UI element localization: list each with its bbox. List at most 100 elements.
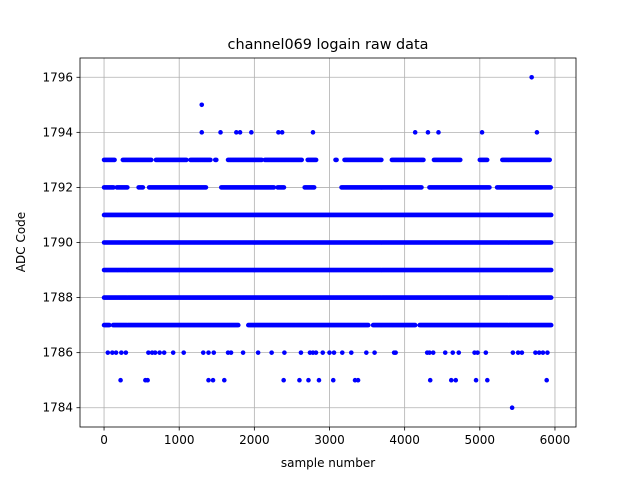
data-point bbox=[349, 350, 354, 355]
data-point bbox=[548, 267, 554, 273]
data-point bbox=[269, 350, 274, 355]
data-point bbox=[533, 350, 538, 355]
data-point bbox=[297, 377, 302, 383]
data-point bbox=[237, 130, 243, 135]
data-point bbox=[255, 350, 261, 355]
data-point bbox=[515, 350, 521, 355]
data-point bbox=[548, 212, 554, 218]
x-axis-label: sample number bbox=[281, 456, 375, 470]
data-point bbox=[544, 377, 549, 383]
data-point bbox=[234, 130, 239, 135]
data-point bbox=[113, 350, 119, 355]
data-point bbox=[479, 130, 485, 135]
data-point bbox=[509, 405, 515, 411]
data-point bbox=[105, 350, 111, 355]
y-tick-label: 1790 bbox=[42, 236, 73, 250]
data-point bbox=[161, 350, 167, 355]
data-point bbox=[421, 157, 426, 163]
data-point bbox=[540, 350, 546, 355]
data-point bbox=[365, 322, 371, 328]
data-point bbox=[316, 377, 322, 383]
data-point bbox=[330, 377, 336, 383]
data-point bbox=[211, 350, 217, 355]
data-point bbox=[425, 130, 431, 135]
data-point bbox=[146, 350, 151, 355]
x-tick-label: 1000 bbox=[164, 433, 195, 447]
data-point bbox=[210, 377, 216, 383]
y-tick-label: 1792 bbox=[42, 180, 73, 194]
data-point bbox=[123, 350, 129, 355]
data-point bbox=[235, 322, 241, 328]
data-point bbox=[276, 130, 281, 135]
data-point bbox=[436, 130, 441, 135]
data-point bbox=[519, 350, 525, 355]
data-point bbox=[313, 350, 319, 355]
data-point bbox=[157, 350, 162, 355]
data-point bbox=[364, 350, 369, 355]
y-tick-label: 1788 bbox=[42, 291, 73, 305]
data-point bbox=[203, 185, 209, 190]
data-point bbox=[450, 350, 456, 355]
x-tick-label: 6000 bbox=[540, 433, 571, 447]
data-point bbox=[313, 157, 319, 163]
data-point bbox=[228, 350, 234, 355]
data-point bbox=[181, 350, 187, 355]
x-tick-label: 3000 bbox=[314, 433, 345, 447]
data-point bbox=[206, 350, 211, 355]
data-point bbox=[271, 185, 277, 190]
x-tick-label: 5000 bbox=[465, 433, 496, 447]
data-point bbox=[119, 350, 124, 355]
data-point bbox=[483, 350, 489, 355]
data-point bbox=[456, 350, 462, 355]
data-point bbox=[327, 350, 332, 355]
data-point bbox=[320, 350, 326, 355]
data-point bbox=[279, 130, 285, 135]
data-point bbox=[529, 74, 534, 80]
data-point bbox=[140, 185, 146, 190]
data-point bbox=[548, 240, 554, 245]
y-tick-label: 1796 bbox=[42, 70, 73, 84]
data-point bbox=[282, 350, 287, 355]
data-points bbox=[101, 74, 554, 411]
x-tick-label: 4000 bbox=[389, 433, 420, 447]
data-point bbox=[331, 350, 337, 355]
data-point bbox=[473, 377, 479, 383]
data-point bbox=[485, 377, 490, 383]
data-point bbox=[548, 295, 554, 300]
data-point bbox=[448, 377, 454, 383]
data-point bbox=[240, 350, 246, 355]
data-point bbox=[281, 185, 287, 190]
data-point bbox=[355, 377, 361, 383]
data-point bbox=[484, 157, 490, 163]
y-tick-label: 1786 bbox=[42, 346, 73, 360]
data-point bbox=[548, 185, 554, 190]
data-point bbox=[311, 185, 317, 190]
data-point bbox=[427, 377, 433, 383]
x-tick-label: 2000 bbox=[239, 433, 270, 447]
x-tick-label: 0 bbox=[100, 433, 108, 447]
data-point bbox=[170, 350, 176, 355]
data-point bbox=[419, 185, 424, 190]
data-point bbox=[547, 157, 552, 163]
data-point bbox=[111, 185, 116, 190]
data-point bbox=[548, 322, 554, 328]
data-point bbox=[412, 322, 418, 328]
data-point bbox=[412, 130, 418, 135]
data-point bbox=[152, 350, 158, 355]
data-point bbox=[379, 157, 384, 163]
data-point bbox=[442, 350, 448, 355]
data-point bbox=[208, 157, 213, 163]
data-point bbox=[534, 130, 540, 135]
data-point bbox=[453, 377, 459, 383]
data-point bbox=[184, 157, 189, 163]
y-axis-label: ADC Code bbox=[14, 212, 28, 272]
data-point bbox=[259, 157, 265, 163]
data-point bbox=[299, 157, 305, 163]
data-point bbox=[199, 102, 205, 108]
data-point bbox=[339, 350, 345, 355]
data-point bbox=[249, 130, 254, 135]
data-point bbox=[487, 185, 492, 190]
tick-layer: 0 1000 2000 3000 4000 5000 6000 1784 1786 1788 179… bbox=[42, 70, 570, 447]
